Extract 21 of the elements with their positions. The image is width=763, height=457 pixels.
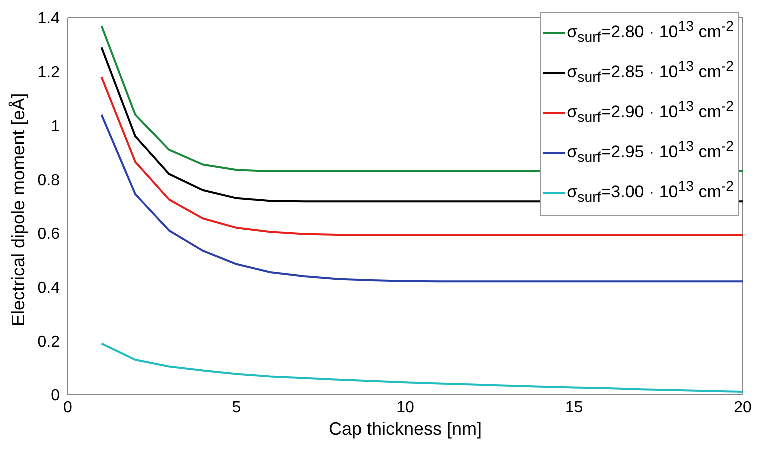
y-tick-label: 0.4 [38,280,60,297]
x-tick-label: 5 [232,399,242,416]
legend-label: σ$_{surf}$=2.80 · 10$^{13}$ cm$^{-2}$ [567,19,734,47]
y-tick-label: 0.8 [38,172,60,190]
y-tick-label: 0.6 [38,226,60,244]
y-tick-label: 0.2 [38,334,60,351]
legend-label: σ$_{surf}$=2.90 · 10$^{13}$ cm$^{-2}$ [567,99,734,127]
y-tick-label: 1 [51,118,60,136]
legend-label: σ$_{surf}$=2.95 · 10$^{13}$ cm$^{-2}$ [567,139,734,167]
x-tick-label: 0 [64,399,73,416]
legend-label: σ$_{surf}$=2.85 · 10$^{13}$ cm$^{-2}$ [567,59,734,87]
x-tick-label: 20 [734,399,752,416]
x-tick-label: 10 [396,399,414,416]
y-tick-label: 1.2 [38,64,60,82]
y-axis-title: Electrical dipole moment [eÅ] [8,93,28,326]
legend-label: σ$_{surf}$=3.00 · 10$^{13}$ cm$^{-2}$ [567,179,734,207]
x-axis-title: Cap thickness [nm] [328,419,482,439]
x-tick-label: 15 [565,399,584,416]
y-tick-label: 1.4 [38,10,60,28]
line-series [100,342,743,394]
y-tick-label: 0 [51,388,60,405]
